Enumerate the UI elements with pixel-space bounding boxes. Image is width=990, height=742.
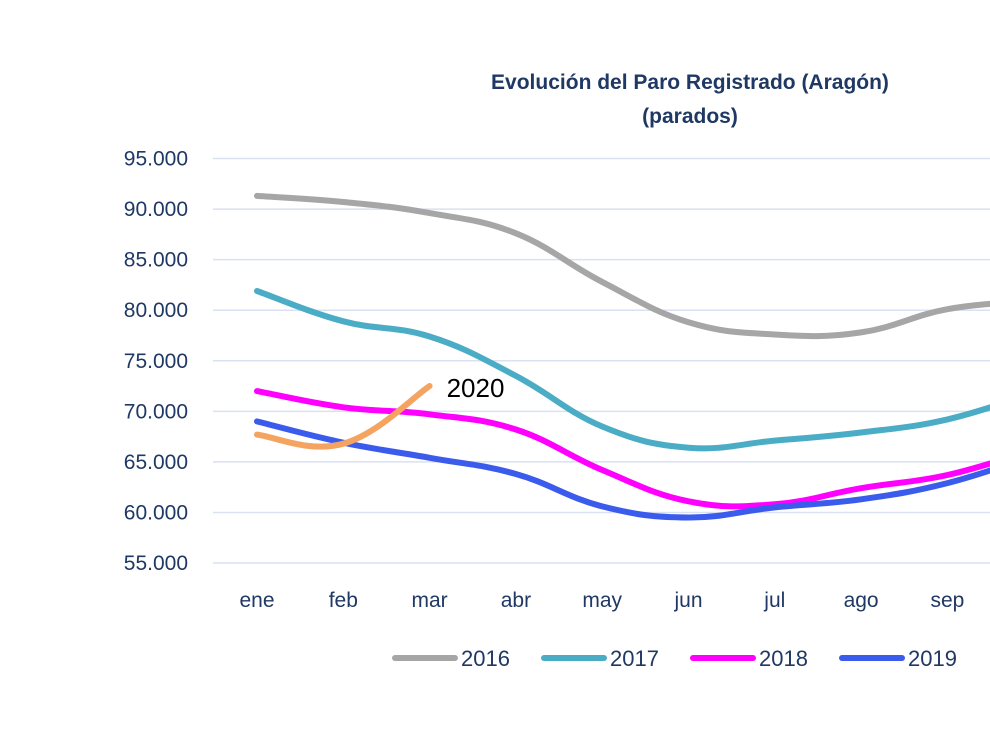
series-line-2017 <box>254 288 990 452</box>
annotations: 2020 <box>447 373 505 403</box>
series-lines <box>254 192 990 521</box>
legend-label-2017: 2017 <box>610 646 659 671</box>
legend: 2016 2017 2018 2019 <box>392 646 957 671</box>
x-tick-label: mar <box>412 589 448 612</box>
y-tick-label: 95.000 <box>124 148 188 171</box>
x-tick-label: jul <box>763 589 785 612</box>
x-axis: enefebmarabrmayjunjulagosepoct <box>239 589 964 612</box>
legend-label-2018: 2018 <box>759 646 808 671</box>
y-tick-label: 85.000 <box>124 249 188 272</box>
chart-title: Evolución del Paro Registrado (Aragón) <box>491 71 889 94</box>
x-tick-label: jun <box>673 589 702 612</box>
y-axis: 95.000 90.000 85.000 80.000 75.000 70.000 65.0… <box>124 148 188 576</box>
grid-lines <box>213 157 990 564</box>
series-line-2018 <box>254 388 990 510</box>
y-tick-label: 70.000 <box>124 400 188 423</box>
x-tick-label: sep <box>930 589 964 612</box>
y-tick-label: 55.000 <box>124 552 188 575</box>
y-tick-label: 60.000 <box>124 501 188 524</box>
x-tick-label: ene <box>239 589 274 612</box>
legend-label-2016: 2016 <box>461 646 510 671</box>
x-tick-label: may <box>582 589 622 612</box>
y-tick-label: 90.000 <box>124 198 188 221</box>
y-tick-label: 75.000 <box>124 350 188 373</box>
chart-subtitle: (parados) <box>642 105 738 128</box>
series-line-2020 <box>254 383 433 450</box>
x-tick-label: abr <box>501 589 531 612</box>
series-line-2016 <box>254 192 990 340</box>
x-tick-label: feb <box>329 589 358 612</box>
y-tick-label: 65.000 <box>124 451 188 474</box>
series-line-2019 <box>254 418 990 521</box>
legend-label-2019: 2019 <box>908 646 957 671</box>
y-tick-label: 80.000 <box>124 299 188 322</box>
x-tick-label: ago <box>844 589 879 612</box>
annotation-label: 2020 <box>447 373 505 403</box>
